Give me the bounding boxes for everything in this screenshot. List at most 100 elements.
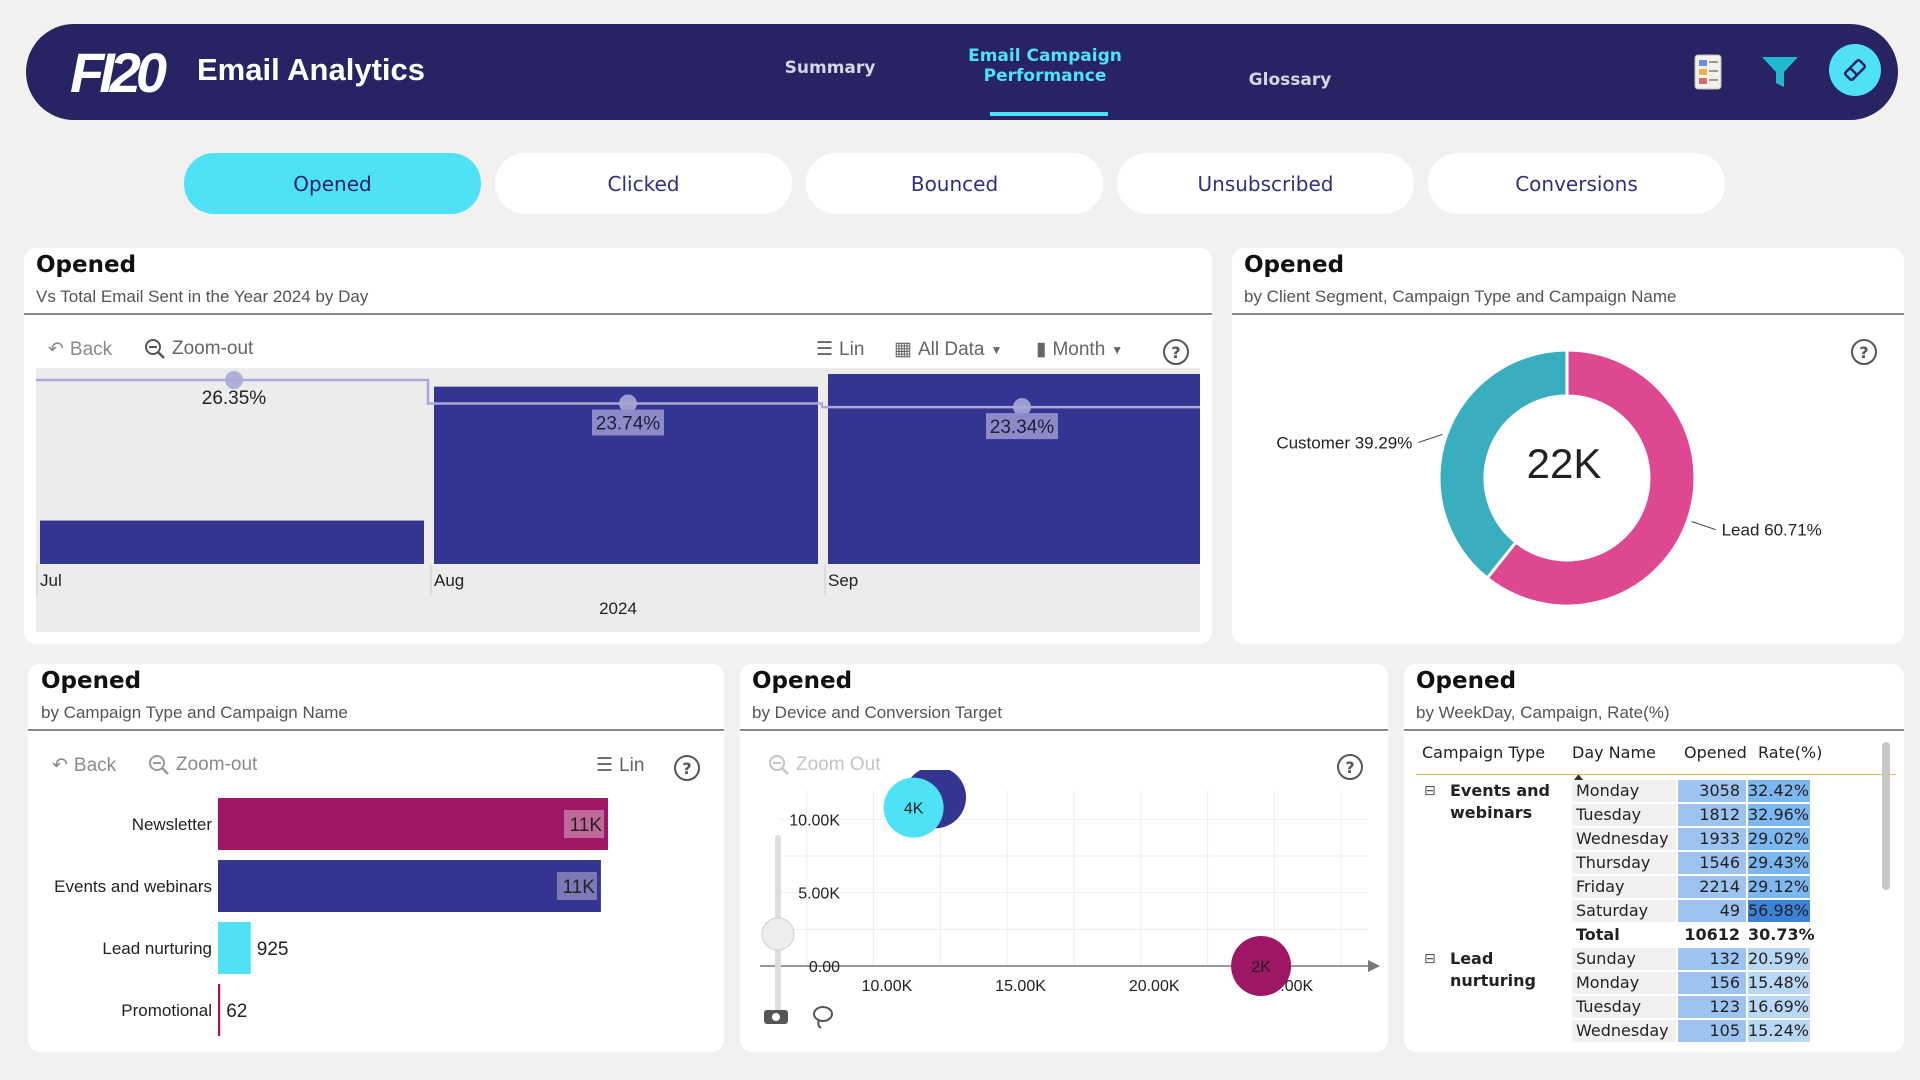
nav-summary[interactable]: Summary xyxy=(784,58,876,78)
column-header[interactable]: Campaign Type xyxy=(1422,743,1546,762)
rate-cell: 32.42% xyxy=(1748,780,1810,802)
group-label: Events and xyxy=(1450,781,1550,800)
calendar-icon: ▦ xyxy=(894,339,912,360)
card-divider xyxy=(1404,729,1904,731)
card-subtitle: Vs Total Email Sent in the Year 2024 by … xyxy=(36,287,369,306)
x-tick-label: 20.00K xyxy=(1129,978,1180,995)
header-bar xyxy=(26,24,1898,120)
rate-cell: 29.12% xyxy=(1748,876,1810,898)
zoom-out-button[interactable]: Zoom-out xyxy=(144,338,253,360)
linear-scale-toggle[interactable]: ☰ Lin xyxy=(816,338,865,361)
help-icon[interactable]: ? xyxy=(1163,339,1189,365)
help-icon[interactable]: ? xyxy=(674,755,700,781)
nav-label-line2: Performance xyxy=(983,66,1107,86)
day-cell: Tuesday xyxy=(1572,996,1676,1018)
card-divider xyxy=(24,313,1212,315)
collapse-icon[interactable]: ⊟ xyxy=(1424,951,1436,967)
zoom-out-button[interactable]: Zoom-out xyxy=(148,754,257,776)
nav-email-campaign-performance[interactable]: Email Campaign Performance xyxy=(960,46,1130,86)
month-dropdown[interactable]: ▮ Month ▼ xyxy=(1036,338,1124,361)
day-cell: Friday xyxy=(1572,876,1676,898)
line-point[interactable] xyxy=(1013,398,1031,417)
tab-conversions[interactable]: Conversions xyxy=(1428,153,1725,214)
rate-cell: 29.02% xyxy=(1748,828,1810,850)
opened-cell: 1812 xyxy=(1678,804,1746,826)
card-title: Opened xyxy=(41,668,142,694)
total-opened: 10612 xyxy=(1684,925,1740,944)
camera-icon[interactable] xyxy=(764,1010,788,1024)
list-icon: ☰ xyxy=(596,755,614,776)
bubble[interactable] xyxy=(883,777,944,838)
data-label: 62 xyxy=(226,1001,247,1022)
rate-cell: 15.24% xyxy=(1748,1020,1810,1042)
zoom-slider-handle[interactable] xyxy=(761,917,795,951)
slice-label: Lead 60.71% xyxy=(1722,521,1822,540)
day-cell: Tuesday xyxy=(1572,804,1676,826)
help-icon[interactable]: ? xyxy=(1851,339,1877,365)
bar-chart-icon: ▮ xyxy=(1036,339,1047,360)
lasso-icon[interactable] xyxy=(813,1006,833,1029)
bar-sep[interactable] xyxy=(828,374,1200,564)
back-button[interactable]: ↶ Back xyxy=(52,754,117,777)
data-label-bg xyxy=(592,409,664,436)
donut-slice-lead[interactable] xyxy=(1485,348,1697,608)
nav-glossary[interactable]: Glossary xyxy=(1248,70,1332,90)
day-cell: Thursday xyxy=(1572,852,1676,874)
collapse-icon[interactable]: ⊟ xyxy=(1424,783,1436,799)
back-icon: ↶ xyxy=(48,339,64,360)
opened-cell: 132 xyxy=(1678,948,1746,970)
data-label: 26.35% xyxy=(202,388,267,409)
card-divider xyxy=(1232,313,1904,315)
report-icon[interactable] xyxy=(1694,54,1722,94)
column-header[interactable]: Day Name xyxy=(1572,743,1656,762)
data-label: 23.34% xyxy=(990,417,1055,438)
bar-newsletter[interactable] xyxy=(218,798,608,850)
scrollbar-thumb[interactable] xyxy=(1882,742,1890,890)
zoom-out-button[interactable]: Zoom Out xyxy=(768,754,880,776)
x-tick-label: 10.00K xyxy=(862,978,913,995)
bar-lead-nurturing[interactable] xyxy=(218,922,251,974)
card-title: Opened xyxy=(36,252,137,278)
nav-active-indicator xyxy=(990,112,1108,116)
weekday-matrix: Campaign Type Day Name Opened Rate(%) ⊟ E… xyxy=(1404,740,1904,1042)
leader-line xyxy=(1418,433,1443,443)
donut-center-label: 22K xyxy=(1527,440,1602,487)
linear-scale-toggle[interactable]: ☰ Lin xyxy=(596,754,645,777)
help-icon[interactable]: ? xyxy=(1337,754,1363,780)
x-tick-label: Sep xyxy=(828,571,858,590)
rate-cell: 56.98% xyxy=(1748,900,1810,922)
tab-clicked[interactable]: Clicked xyxy=(495,153,792,214)
bar-events-and-webinars[interactable] xyxy=(218,860,601,912)
caret-down-icon: ▼ xyxy=(990,342,1003,357)
day-cell: Sunday xyxy=(1572,948,1676,970)
y-tick-label: 0.00 xyxy=(809,959,840,976)
total-rate: 30.73% xyxy=(1748,925,1815,944)
bubble[interactable] xyxy=(1231,936,1292,996)
card-title: Opened xyxy=(1244,252,1345,278)
opened-by-campaign-chart: Newsletter 11K Events and webinars 11K Lead … xyxy=(54,798,608,1036)
bar-promotional[interactable] xyxy=(218,984,221,1036)
eraser-button[interactable] xyxy=(1829,44,1881,96)
filter-icon[interactable] xyxy=(1760,54,1800,94)
column-header[interactable]: Opened xyxy=(1684,743,1747,762)
line-point[interactable] xyxy=(225,371,243,389)
brand-logo: FI20 xyxy=(70,41,167,104)
back-button[interactable]: ↶ Back xyxy=(48,338,113,361)
opened-by-device-chart: 10.00K 15.00K 20.00K 25.00K0.005.00K10.00K … xyxy=(760,770,1380,1029)
column-header[interactable]: Rate(%) xyxy=(1758,743,1823,762)
tab-bounced[interactable]: Bounced xyxy=(806,153,1103,214)
x-axis-year-label: 2024 xyxy=(599,599,637,618)
total-label: Total xyxy=(1576,925,1620,944)
bar-jul[interactable] xyxy=(40,520,424,564)
donut-slice-customer[interactable] xyxy=(1437,348,1569,581)
all-data-dropdown[interactable]: ▦ All Data ▼ xyxy=(894,338,1003,361)
tab-opened[interactable]: Opened xyxy=(184,153,481,214)
tab-unsubscribed[interactable]: Unsubscribed xyxy=(1117,153,1414,214)
rate-cell: 29.43% xyxy=(1748,852,1810,874)
data-label: 23.74% xyxy=(596,413,661,434)
segment-donut-chart: 22K Lead 60.71% Customer 39.29% xyxy=(1276,348,1822,608)
opened-cell: 2214 xyxy=(1678,876,1746,898)
opened-cell: 156 xyxy=(1678,972,1746,994)
line-point[interactable] xyxy=(619,394,637,413)
sort-asc-icon xyxy=(1574,765,1583,780)
